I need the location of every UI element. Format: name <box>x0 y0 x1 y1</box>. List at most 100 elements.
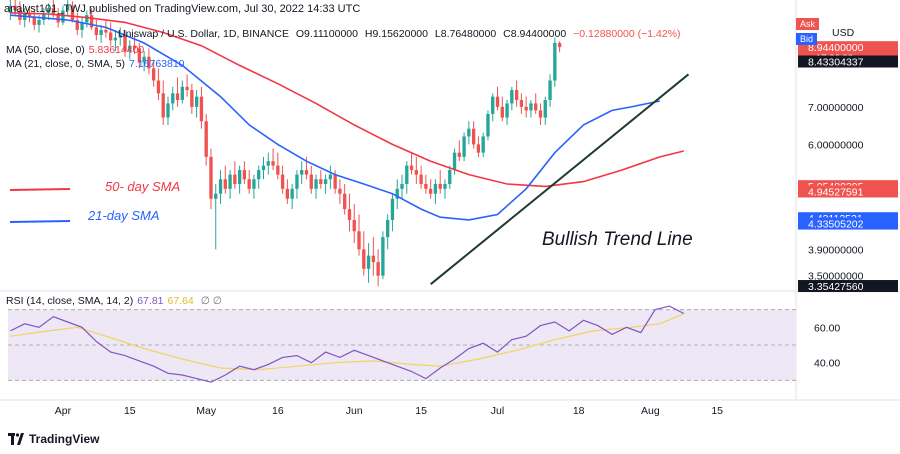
candle <box>386 214 390 250</box>
candle <box>204 113 208 166</box>
candle-body <box>295 174 299 189</box>
candle <box>338 179 342 204</box>
price-label-bg <box>798 280 898 293</box>
candle <box>199 86 204 129</box>
candle-body <box>285 188 290 199</box>
candle <box>524 96 528 118</box>
candle <box>366 243 371 283</box>
rsi-tick-label: 40.00 <box>814 358 840 370</box>
price-label-text: 4.94527591 <box>808 186 864 198</box>
ma21-legend[interactable]: MA (21, close, 0, SMA, 5) 7.16763810 <box>6 58 185 70</box>
candle-body <box>424 183 428 189</box>
candle-body <box>495 96 500 107</box>
ohlc-change: −0.12880000 (−1.42%) <box>573 28 681 40</box>
candle-body <box>70 5 75 20</box>
candle <box>180 80 184 104</box>
candle <box>295 170 299 199</box>
candle-body <box>300 170 304 175</box>
candle-body <box>276 165 280 175</box>
candle-body <box>448 170 452 184</box>
candle <box>271 148 275 171</box>
rsi-sma-line <box>10 313 685 371</box>
candle <box>491 93 495 122</box>
candle-body <box>414 170 418 175</box>
candle-body <box>543 100 547 118</box>
ma21-legend-label: MA (21, close, 0, SMA, 5) <box>6 58 126 70</box>
candle-body <box>132 45 137 49</box>
candle <box>371 237 376 276</box>
ohlc-close: C8.94400000 <box>503 28 567 40</box>
price-tick-label: 6.00000000 <box>808 139 864 151</box>
candle <box>137 42 142 69</box>
candle <box>161 80 165 125</box>
candle-body <box>27 12 32 18</box>
candle-body <box>228 174 232 189</box>
candle <box>514 80 519 107</box>
candle <box>85 10 89 28</box>
candle <box>424 174 428 194</box>
candle <box>109 22 113 46</box>
candle <box>476 136 481 157</box>
candle-body <box>357 231 361 250</box>
candle <box>128 40 132 60</box>
candle <box>228 170 232 199</box>
bullish-trend-line <box>430 73 690 285</box>
ask-badge[interactable]: Ask <box>796 18 820 30</box>
candle <box>276 152 280 180</box>
candle <box>328 165 333 189</box>
candle-body <box>362 249 366 269</box>
time-tick-label: 15 <box>711 405 723 417</box>
price-label: 4.94527591 <box>798 185 898 198</box>
candle-body <box>529 103 533 111</box>
candle-body <box>309 174 313 189</box>
candle-body <box>290 188 294 199</box>
candle-body <box>443 183 447 189</box>
candle <box>323 174 328 194</box>
candle <box>46 3 51 20</box>
candle <box>462 132 466 162</box>
candle <box>390 193 395 232</box>
candle-body <box>476 144 481 153</box>
candle-body <box>8 5 13 13</box>
candle-body <box>304 170 309 175</box>
candle <box>242 161 247 184</box>
candle-body <box>161 93 165 118</box>
candle <box>419 165 423 189</box>
candle <box>448 165 452 189</box>
candle <box>156 68 161 101</box>
candle <box>409 152 414 175</box>
candle <box>233 161 237 189</box>
candle-body <box>128 45 132 52</box>
candle-body <box>366 255 371 269</box>
candle <box>166 96 170 125</box>
tradingview-footer[interactable]: TradingView <box>8 432 99 446</box>
candle <box>175 77 180 107</box>
candle <box>467 121 471 145</box>
bid-badge[interactable]: Bid <box>796 33 818 45</box>
candle-body <box>548 80 552 101</box>
candle <box>300 161 304 184</box>
candle-body <box>166 103 170 118</box>
candle <box>218 170 223 204</box>
candle-body <box>156 80 161 94</box>
candle <box>147 48 151 75</box>
ma50-legend[interactable]: MA (50, close, 0) 5.83614400 <box>6 44 144 56</box>
rsi-legend[interactable]: RSI (14, close, SMA, 14, 2) 67.81 67.64 ∅ … <box>6 295 222 307</box>
candle-body <box>32 17 36 25</box>
candle-body <box>343 193 347 210</box>
time-tick-label: 16 <box>272 405 284 417</box>
candle-body <box>123 35 127 52</box>
candle <box>261 156 266 180</box>
candle-body <box>194 96 199 107</box>
sma21-annotation: 21-day SMA <box>87 208 160 223</box>
candle-body <box>314 179 318 189</box>
candle-body <box>85 15 89 23</box>
candle <box>89 8 94 30</box>
ma50-legend-value: 5.83614400 <box>88 44 145 56</box>
candle-body <box>481 136 485 153</box>
candle-body <box>395 188 399 199</box>
time-tick-label: Aug <box>641 405 660 417</box>
candle-body <box>51 8 56 16</box>
candle <box>171 86 175 111</box>
